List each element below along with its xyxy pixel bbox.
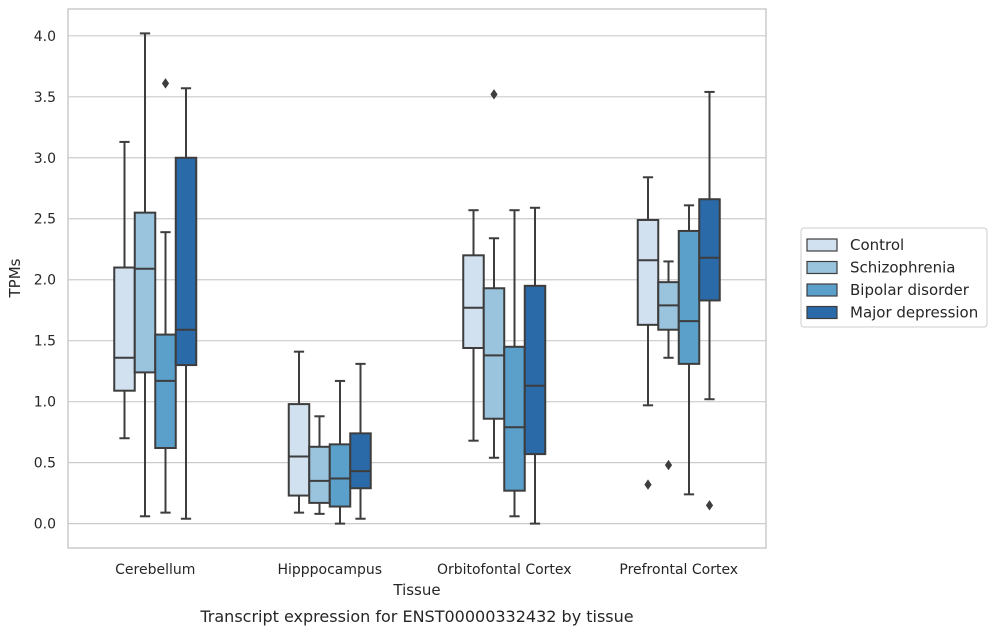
y-tick-label: 2.0 <box>34 273 56 289</box>
chart-caption: Transcript expression for ENST0000033243… <box>199 607 633 626</box>
y-tick-label: 1.5 <box>34 334 56 350</box>
legend-label: Control <box>850 236 904 254</box>
x-tick-label: Orbitofontal Cortex <box>437 562 572 578</box>
box <box>636 176 660 490</box>
box-body <box>113 266 136 392</box>
y-tick-label: 0.0 <box>34 517 56 533</box>
legend: Control Schizophrenia Bipolar disorder Majo… <box>800 227 988 328</box>
box-body <box>503 345 526 492</box>
x-tick-label: Hipppocampus <box>277 562 382 578</box>
box <box>113 140 136 440</box>
outlier-point <box>705 500 714 511</box>
y-tick-label: 1.0 <box>34 395 56 411</box>
box <box>698 90 721 511</box>
box-body <box>133 211 157 374</box>
x-axis: Cerebellum Hipppocampus Orbitofontal Corte… <box>115 562 738 578</box>
legend-label: Bipolar disorder <box>850 281 970 299</box>
outlier-point <box>161 78 170 89</box>
box <box>677 204 701 496</box>
box-body <box>677 229 701 365</box>
legend-label: Schizophrenia <box>850 259 955 277</box>
box <box>174 87 198 520</box>
box <box>523 206 547 525</box>
box-body <box>154 333 177 450</box>
outlier-point <box>490 89 498 100</box>
x-tick-label: Prefrontal Cortex <box>619 562 738 578</box>
x-axis-label: Tissue <box>392 581 440 599</box>
box <box>482 89 506 459</box>
box <box>349 362 372 520</box>
box-body <box>462 254 485 350</box>
x-tick-label: Cerebellum <box>115 562 195 578</box>
legend-swatch <box>806 305 838 320</box>
y-tick-label: 3.0 <box>34 151 56 167</box>
outlier-point <box>644 479 652 490</box>
box <box>328 379 352 525</box>
box-body <box>698 198 721 302</box>
legend-label: Major depression <box>850 304 978 322</box>
box-body <box>349 432 372 490</box>
y-axis: 0.0 0.5 1.0 1.5 2.0 2.5 3.0 3.5 4.0 <box>34 29 56 533</box>
grid <box>68 35 766 525</box>
box-body <box>636 218 660 326</box>
box-body <box>523 284 547 456</box>
box <box>308 415 331 515</box>
box-body <box>308 445 331 504</box>
box-body <box>287 403 311 497</box>
y-tick-label: 2.5 <box>34 212 56 228</box>
box <box>287 350 311 514</box>
box-plot-area <box>113 32 721 525</box>
legend-swatch <box>806 238 838 252</box>
y-tick-label: 4.0 <box>34 29 56 45</box>
y-tick-label: 0.5 <box>34 456 56 472</box>
legend-swatch <box>806 283 838 297</box>
legend-frame <box>800 227 988 328</box>
plot-frame <box>67 8 767 549</box>
box-body <box>174 156 198 367</box>
legend-swatch <box>806 260 838 275</box>
box-body <box>482 287 506 420</box>
y-axis-label: TPMs <box>6 258 24 298</box>
box <box>462 209 485 442</box>
box <box>154 78 177 514</box>
outlier-point <box>664 459 673 471</box>
box-body <box>328 443 352 508</box>
y-tick-label: 3.5 <box>34 90 56 106</box>
box <box>503 209 526 518</box>
box <box>657 260 680 471</box>
box <box>133 32 157 518</box>
